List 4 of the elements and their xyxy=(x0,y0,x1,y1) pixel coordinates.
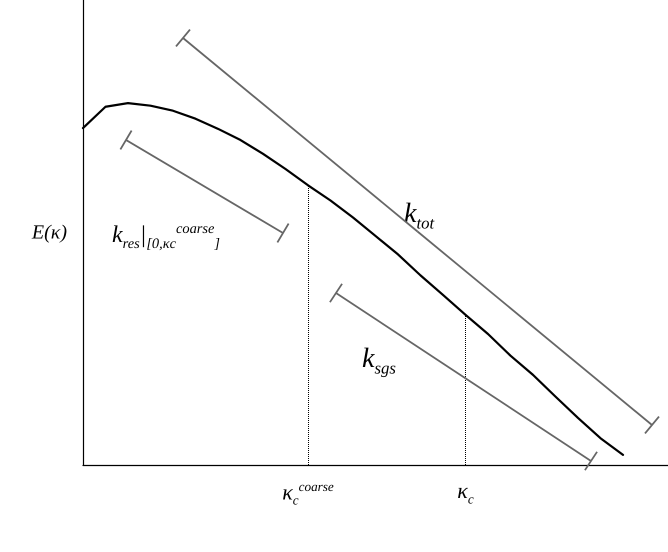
x-tick-label: κ$_{c}$ xyxy=(457,478,474,506)
y-axis-title: E(κ) xyxy=(30,222,68,244)
annotation: k$_{tot}$ xyxy=(404,198,434,233)
annotation: k$_{sgs}$ xyxy=(362,343,396,378)
